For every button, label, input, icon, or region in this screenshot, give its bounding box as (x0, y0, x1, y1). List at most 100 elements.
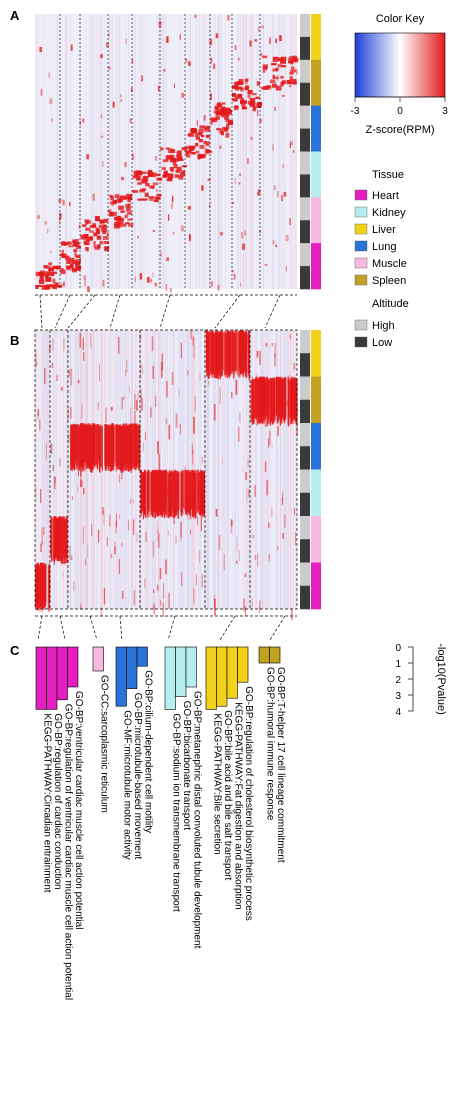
tissue-swatch (311, 469, 321, 494)
heatmap-a-cell (60, 267, 64, 271)
connector-line (264, 294, 281, 329)
heatmap-a-cell (61, 249, 65, 257)
heatmap-b-stripe (62, 330, 64, 609)
heatmap-a-stripe (237, 14, 239, 289)
heatmap-a-cell (241, 105, 246, 110)
heatmap-b-stripe (173, 330, 174, 609)
heatmap-b-cell (210, 330, 212, 371)
heatmap-b-cell (289, 374, 291, 391)
heatmap-a-cell (107, 66, 111, 70)
heatmap-a-cell (85, 246, 89, 251)
heatmap-a-stripe (242, 14, 244, 289)
heatmap-b-cell (218, 534, 221, 551)
heatmap-a-cell (167, 214, 170, 221)
heatmap-b-cell (114, 546, 116, 554)
heatmap-b-stripe (134, 330, 136, 609)
heatmap-a-cell (194, 14, 198, 19)
altitude-swatch (300, 330, 310, 354)
enrichment-term-label: GO-BP:cilium-dependent cell motility (142, 670, 153, 833)
heatmap-a-cell (217, 284, 220, 291)
heatmap-b-cell (280, 379, 282, 422)
heatmap-b-cell (144, 471, 147, 518)
altitude-swatch (300, 446, 310, 470)
heatmap-a-cell (166, 178, 173, 182)
heatmap-a-stripe (103, 14, 105, 289)
heatmap-b-cell (107, 424, 110, 471)
heatmap-a-cell (188, 61, 191, 66)
heatmap-b-cell (235, 338, 237, 346)
heatmap-b-cell (164, 470, 166, 514)
heatmap-b-cell (150, 407, 152, 418)
heatmap-b-cell (63, 337, 65, 351)
heatmap-a-stripe (113, 14, 115, 289)
heatmap-b-cell (244, 573, 247, 577)
heatmap-a-cell (126, 211, 133, 215)
heatmap-b-stripe (223, 330, 225, 609)
heatmap-a-stripe (278, 14, 280, 289)
heatmap-a-cell (240, 282, 242, 287)
heatmap-b-cell (200, 470, 202, 515)
heatmap-b-cell (208, 381, 210, 385)
heatmap-b-stripe (153, 330, 155, 609)
heatmap-b-cell (295, 378, 297, 425)
heatmap-a-stripe (139, 14, 141, 289)
heatmap-a-cell (98, 224, 104, 229)
heatmap-b-stripe (261, 330, 263, 609)
heatmap-a-cell (52, 285, 57, 290)
heatmap-a-cell (257, 189, 261, 194)
heatmap-a-cell (181, 165, 188, 168)
heatmap-b-cell (84, 424, 86, 463)
heatmap-a-cell (290, 60, 294, 65)
heatmap-b-cell (188, 496, 191, 504)
heatmap-b-stripe (41, 330, 43, 609)
heatmap-b-stripe (66, 330, 68, 609)
heatmap-b-cell (266, 380, 268, 427)
heatmap-a-cell (197, 132, 203, 136)
heatmap-b-cell (96, 423, 98, 468)
tissue-swatch (311, 14, 321, 38)
heatmap-b-cell (197, 487, 200, 491)
heatmap-a-cell (187, 133, 193, 137)
heatmap-b-cell (173, 470, 176, 517)
heatmap-b-stripe (266, 330, 268, 609)
heatmap-b-cell (50, 443, 53, 455)
heatmap-b-stripe (147, 330, 149, 609)
heatmap-a-cell (255, 96, 261, 99)
heatmap-a-cell (187, 206, 191, 210)
heatmap-b-cell (168, 592, 170, 609)
heatmap-a-cell (59, 219, 61, 225)
heatmap-a-cell (169, 166, 174, 171)
heatmap-b-stripe (104, 330, 106, 609)
heatmap-b-cell (60, 387, 63, 391)
heatmap-b-cell (105, 407, 107, 423)
heatmap-b-cell (217, 364, 219, 374)
heatmap-b-stripe (198, 330, 200, 609)
heatmap-a-cell (120, 99, 122, 102)
heatmap-b-stripe (214, 330, 216, 609)
heatmap-a-cell (142, 188, 147, 191)
heatmap-b-stripe (192, 330, 194, 609)
heatmap-b-stripe (206, 330, 207, 609)
heatmap-b-stripe (187, 330, 189, 609)
heatmap-a-cell (198, 138, 203, 143)
heatmap-a-stripe (282, 14, 284, 289)
heatmap-a-stripe (109, 14, 111, 289)
heatmap-a-cell (81, 236, 87, 240)
heatmap-a-cell (124, 214, 128, 219)
heatmap-b-cell (57, 517, 60, 556)
heatmap-b-cell (274, 377, 276, 423)
heatmap-a-cell (251, 93, 257, 96)
heatmap-b-cell (97, 424, 100, 462)
heatmap-a-cell (225, 118, 230, 123)
heatmap-a-stripe (164, 14, 166, 289)
heatmap-b-cell (165, 418, 168, 425)
heatmap-a-cell (71, 267, 78, 271)
heatmap-b-cell (152, 606, 155, 610)
altitude-swatch (300, 197, 310, 221)
heatmap-b-cell (53, 476, 56, 490)
heatmap-b-cell (71, 555, 73, 560)
heatmap-b-cell (213, 404, 216, 421)
heatmap-b-stripe (218, 330, 219, 609)
heatmap-b-cell (268, 380, 270, 421)
heatmap-b-cell (89, 425, 92, 469)
